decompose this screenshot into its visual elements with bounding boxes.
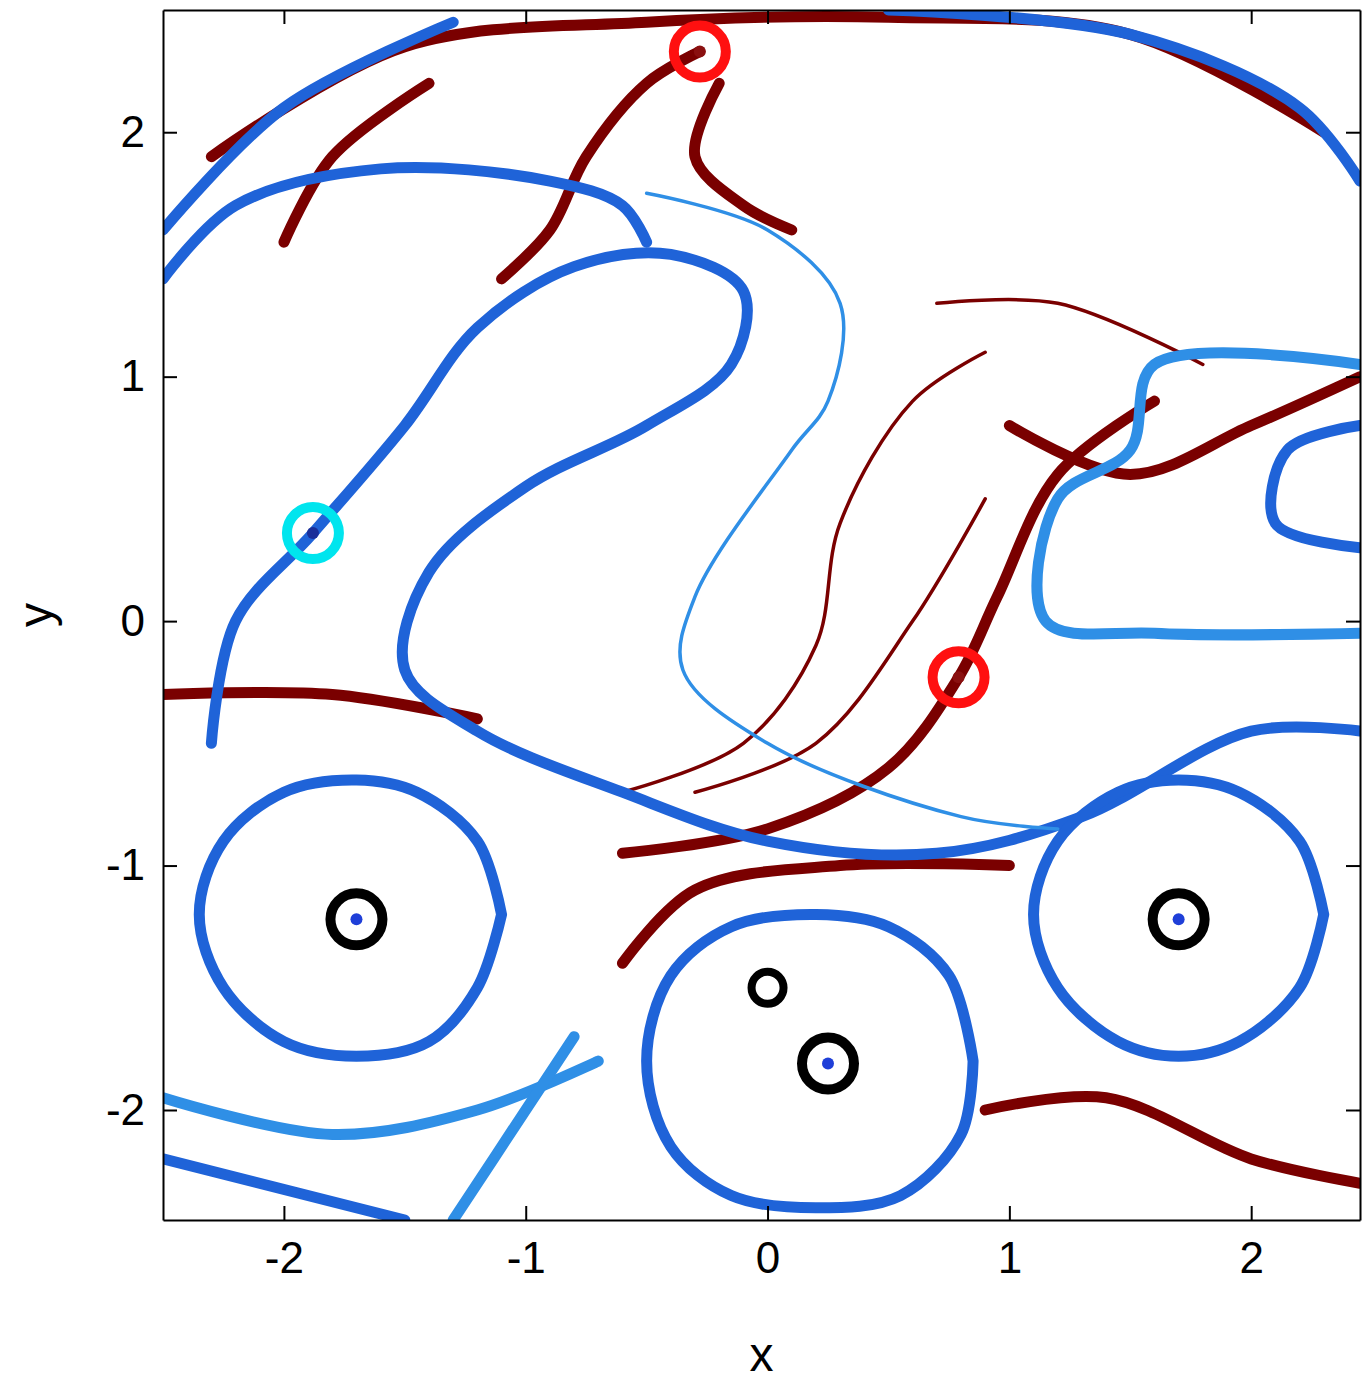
axis-line [164, 10, 1361, 12]
tick: -1 [106, 840, 177, 889]
tick-mark [1009, 1206, 1011, 1220]
tick [1251, 10, 1252, 24]
tick [1346, 132, 1360, 133]
tick: -2 [265, 1206, 304, 1282]
tick-mark [1346, 865, 1360, 867]
filament [163, 22, 453, 230]
axis-line [164, 1220, 1361, 1222]
axis-line [1360, 11, 1362, 1221]
tick: 0 [756, 1206, 780, 1282]
filament [985, 1097, 1360, 1184]
tick-mark [283, 1206, 285, 1220]
filament [1037, 353, 1360, 635]
filament [1034, 780, 1324, 1056]
tick-mark [1251, 1206, 1253, 1220]
tick: 2 [1239, 1206, 1263, 1282]
filament [1009, 377, 1360, 475]
x-axis: -2 -1 0 1 2 [164, 1206, 1361, 1282]
tick [284, 10, 285, 24]
marker-ring [674, 26, 726, 78]
marker-ring [752, 972, 784, 1004]
tick-mark [525, 10, 527, 24]
tick [1346, 377, 1360, 378]
marker-center [694, 46, 706, 58]
x-axis-top [164, 10, 1361, 24]
tick-label: 2 [1239, 1233, 1263, 1282]
filament [163, 167, 647, 278]
filament [888, 10, 1360, 181]
tick: 1 [998, 1206, 1022, 1282]
filament [211, 253, 1360, 855]
marker-center [307, 527, 319, 539]
filament [647, 193, 1058, 829]
plot-area [163, 10, 1360, 1220]
marker-center [822, 1058, 834, 1070]
filament [647, 914, 973, 1207]
tick [768, 10, 769, 24]
filament [453, 1037, 574, 1220]
marker-ring [933, 651, 985, 703]
chart-container: -2 -1 0 1 2 -2 -1 0 1 2 x y [0, 0, 1367, 1385]
marker-center [350, 913, 362, 925]
tick-mark [163, 376, 177, 378]
y-axis: -2 -1 0 1 2 [106, 11, 177, 1221]
tick-mark [1346, 1110, 1360, 1112]
marker-ring [802, 1038, 854, 1090]
tick [1346, 866, 1360, 867]
x-axis-title: x [750, 1328, 774, 1381]
marker-center [953, 671, 965, 683]
tick-label: 1 [998, 1233, 1022, 1282]
tick [1009, 10, 1010, 24]
y-axis-right [1346, 11, 1361, 1221]
tick [1346, 1110, 1360, 1111]
marker-center [1173, 913, 1185, 925]
tick-mark [1346, 621, 1360, 623]
tick: 1 [121, 351, 177, 400]
filament [163, 1159, 405, 1220]
tick-mark [1251, 10, 1253, 24]
marker-ring [330, 893, 382, 945]
tick-label: -2 [106, 1085, 145, 1134]
tick-label: -1 [507, 1233, 546, 1282]
tick-mark [767, 1206, 769, 1220]
tick: 0 [121, 596, 177, 645]
tick-mark [163, 1110, 177, 1112]
tick-mark [767, 10, 769, 24]
axis-line [163, 11, 165, 1221]
filament [199, 780, 501, 1056]
tick-label: -1 [106, 840, 145, 889]
filament [1271, 426, 1360, 548]
tick: 2 [121, 107, 177, 156]
tick [526, 10, 527, 24]
marker-ring [287, 507, 339, 559]
tick-mark [163, 621, 177, 623]
tick [1346, 621, 1360, 622]
filament [502, 52, 700, 279]
tick-label: 0 [121, 596, 145, 645]
tick-mark [283, 10, 285, 24]
tick-mark [525, 1206, 527, 1220]
tick-mark [1346, 376, 1360, 378]
tick-mark [1346, 132, 1360, 134]
filament [695, 499, 985, 792]
filament [622, 401, 1154, 853]
marker-ring [1153, 893, 1205, 945]
tick-label: 2 [121, 107, 145, 156]
tick-mark [163, 132, 177, 134]
tick: -2 [106, 1085, 177, 1134]
tick-label: -2 [265, 1233, 304, 1282]
tick-mark [163, 865, 177, 867]
tick-label: 0 [756, 1233, 780, 1282]
chart-svg: -2 -1 0 1 2 -2 -1 0 1 2 x y [0, 0, 1367, 1385]
tick: -1 [507, 1206, 546, 1282]
y-axis-title: y [9, 603, 62, 627]
tick-mark [1009, 10, 1011, 24]
tick-label: 1 [121, 351, 145, 400]
